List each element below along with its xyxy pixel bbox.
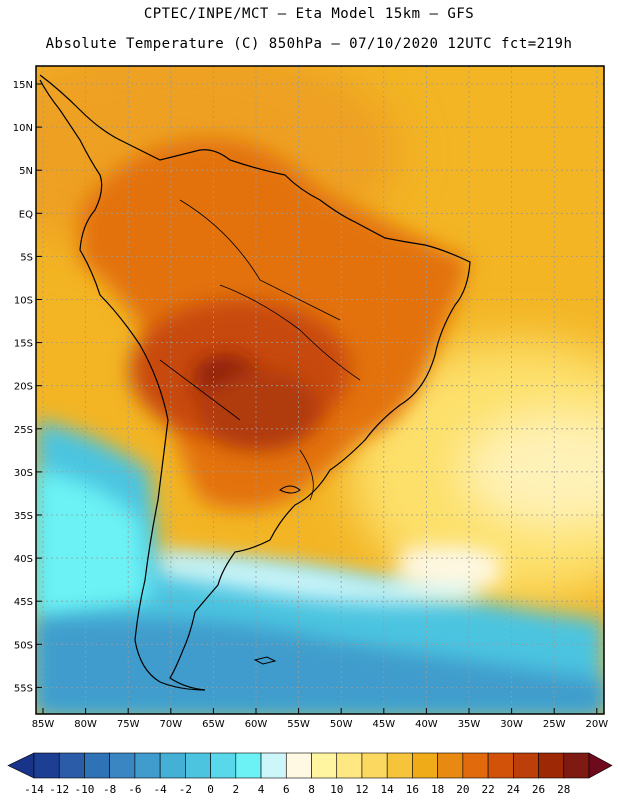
lat-label: 30S	[14, 468, 33, 479]
lat-label: 20S	[14, 382, 33, 393]
colorbar-swatch	[386, 752, 413, 779]
colorbar-label: -14	[24, 783, 44, 796]
colorbar-label: 4	[257, 783, 265, 796]
colorbar-swatch	[134, 752, 161, 779]
lon-label: 50W	[330, 719, 353, 730]
map-frame	[35, 65, 605, 715]
lon-label: 60W	[245, 719, 268, 730]
colorbar-label: 20	[456, 783, 470, 796]
continent-outline	[39, 74, 471, 691]
colorbar	[7, 752, 613, 779]
temperature-field	[36, 66, 604, 714]
colorbar-label: 8	[308, 783, 315, 796]
colorbar-label: -12	[49, 783, 70, 796]
colorbar-label: 10	[330, 783, 344, 796]
colorbar-swatch	[462, 752, 489, 779]
map-subtitle: Absolute Temperature (C) 850hPa – 07/10/…	[45, 36, 573, 52]
colorbar-label: 16	[405, 783, 420, 796]
colorbar-label: 6	[282, 783, 290, 796]
lon-label: 20W	[585, 719, 608, 730]
colorbar-swatch	[361, 752, 388, 779]
colorbar-swatch	[487, 752, 514, 779]
colorbar-label: 28	[557, 783, 571, 796]
colorbar-label: 2	[232, 783, 240, 796]
lat-label: 15N	[13, 80, 33, 91]
colorbar-swatch	[33, 752, 60, 779]
colorbar-swatch	[159, 752, 186, 779]
colorbar-label: 18	[431, 783, 445, 796]
colorbar-label: 26	[531, 783, 546, 796]
colorbar-swatch	[311, 752, 338, 779]
map-title: CPTEC/INPE/MCT – Eta Model 15km – GFS	[143, 6, 475, 22]
colorbar-label: -2	[178, 783, 192, 796]
lat-label: 35S	[14, 511, 33, 522]
colorbar-swatch	[412, 752, 438, 779]
colorbar-swatch	[563, 752, 590, 779]
lon-label: 80W	[74, 719, 97, 730]
lat-label: 15S	[14, 339, 33, 350]
lon-label: 65W	[202, 719, 225, 730]
colorbar-swatch	[84, 752, 110, 779]
colorbar-swatch	[109, 752, 136, 779]
lat-label: 40S	[14, 554, 33, 565]
lat-label: 5S	[20, 252, 33, 263]
colorbar-label: -10	[74, 783, 95, 796]
colorbar-label: 14	[380, 783, 394, 796]
colorbar-label: -4	[153, 783, 167, 796]
lon-label: 85W	[32, 719, 55, 730]
longitude-labels: 85W 80W 75W 70W 65W 60W 55W 50W 45W 40W 35W 30W 25W 2…	[32, 719, 609, 730]
colorbar-swatch	[336, 752, 363, 779]
colorbar-label: 12	[355, 783, 369, 796]
colorbar-swatch	[185, 752, 211, 779]
lat-label: 10N	[13, 123, 33, 134]
lat-label: 5N	[19, 166, 33, 177]
lat-label: 10S	[14, 296, 33, 307]
colorbar-swatch	[235, 752, 262, 779]
colorbar-swatch	[210, 752, 237, 779]
colorbar-swatch	[58, 752, 85, 779]
lat-label: EQ	[19, 209, 33, 220]
colorbar-swatch	[513, 752, 539, 779]
colorbar-swatch	[437, 752, 464, 779]
colorbar-label: 22	[481, 783, 495, 796]
colorbar-swatch	[260, 752, 287, 779]
colorbar-low-arrow	[7, 752, 35, 779]
lon-label: 55W	[287, 719, 310, 730]
lat-label: 25S	[14, 425, 33, 436]
lat-label: 55S	[14, 683, 33, 694]
colorbar-swatch	[538, 752, 565, 779]
lat-lon-gridlines	[36, 66, 604, 714]
lon-label: 25W	[543, 719, 566, 730]
lon-label: 35W	[458, 719, 481, 730]
colorbar-label: -6	[128, 783, 142, 796]
lon-label: 75W	[117, 719, 140, 730]
lon-label: 30W	[500, 719, 523, 730]
lon-label: 40W	[415, 719, 438, 730]
colorbar-label: -8	[103, 783, 117, 796]
lat-label: 45S	[14, 597, 33, 608]
lon-label: 45W	[372, 719, 395, 730]
colorbar-label: 24	[506, 783, 520, 796]
colorbar-label: 0	[207, 783, 214, 796]
lon-label: 70W	[159, 719, 182, 730]
lat-label: 50S	[14, 640, 33, 651]
latitude-labels: 15N 10N 5N EQ 5S 10S 15S 20S 25S 30S 35S 40S 45S 50S 5…	[13, 80, 33, 694]
colorbar-high-arrow	[588, 752, 613, 779]
colorbar-swatch	[285, 752, 312, 779]
